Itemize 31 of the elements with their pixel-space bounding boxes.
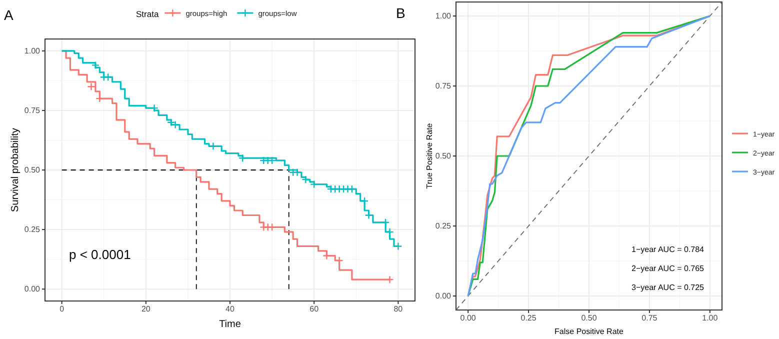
x-tick-label: 60	[310, 304, 320, 314]
chart-title: B	[396, 5, 406, 21]
legend-title: Strata	[136, 9, 159, 19]
x-tick-label: 80	[394, 304, 404, 314]
y-axis-title: Survival probability	[10, 128, 21, 212]
x-tick-label: 20	[141, 304, 151, 314]
y-tick-label: 1.00	[24, 46, 41, 56]
x-tick-label: 0.25	[520, 314, 537, 323]
annotation: p < 0.0001	[69, 247, 131, 262]
y-tick-label: 0.25	[24, 225, 41, 234]
y-tick-label: 0.00	[24, 284, 41, 294]
y-tick-label: 0.50	[24, 166, 41, 175]
y-tick-label: 0.00	[435, 292, 452, 301]
x-tick-label: 1.00	[702, 314, 718, 323]
y-tick-label: 0.25	[435, 222, 452, 231]
x-axis-title: Time	[219, 319, 242, 330]
chart-title: A	[4, 7, 14, 23]
x-tick-label: 0.75	[642, 314, 658, 323]
annotation: 1−year AUC = 0.784	[632, 245, 705, 254]
x-tick-label: 0.50	[581, 314, 598, 323]
x-tick-label: 0.00	[460, 314, 476, 323]
y-tick-label: 0.75	[435, 82, 452, 91]
y-tick-label: 1.00	[435, 12, 452, 21]
y-axis-title: True Positive Rate	[425, 122, 434, 189]
x-tick-label: 0	[60, 304, 65, 314]
annotation: 2−year AUC = 0.765	[632, 264, 705, 273]
y-tick-label: 0.75	[24, 106, 41, 116]
x-axis-title: False Positive Rate	[554, 327, 624, 336]
x-tick-label: 40	[226, 304, 235, 314]
annotation: 3−year AUC = 0.725	[632, 283, 705, 292]
y-tick-label: 0.50	[435, 152, 452, 161]
